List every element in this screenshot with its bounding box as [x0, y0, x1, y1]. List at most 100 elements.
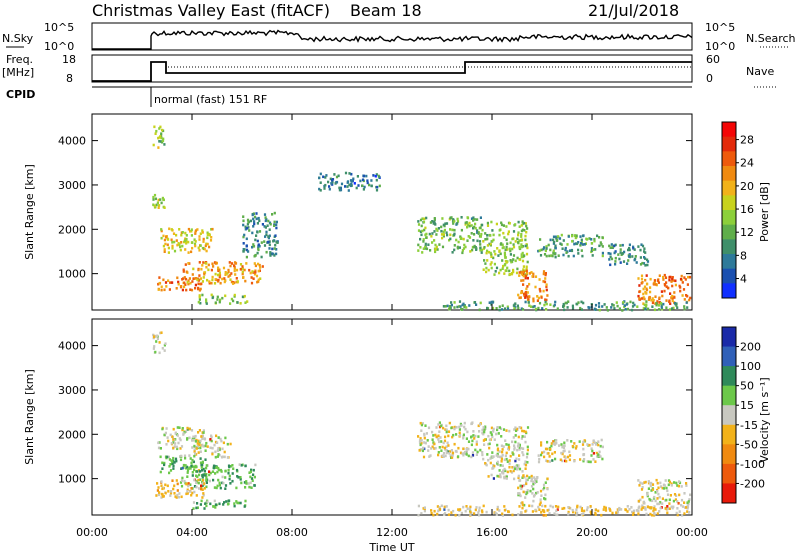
- data-cell: [508, 273, 511, 276]
- data-cell: [450, 449, 453, 452]
- data-cell: [442, 305, 445, 308]
- data-cell: [551, 452, 554, 456]
- velocity-ylabel: Slant Range [km]: [23, 369, 36, 465]
- data-cell: [558, 237, 562, 240]
- data-cell: [581, 443, 585, 446]
- data-cell: [453, 228, 456, 232]
- data-cell: [604, 506, 607, 510]
- data-cell: [214, 472, 217, 475]
- data-cell: [522, 429, 525, 433]
- data-cell: [205, 441, 208, 445]
- data-cell: [243, 233, 246, 237]
- data-cell: [498, 308, 501, 312]
- data-cell: [498, 509, 501, 512]
- nsearch-tick-high: 10^5: [705, 21, 735, 34]
- data-cell: [511, 237, 514, 241]
- y-tick-label: 3000: [58, 384, 86, 397]
- data-cell: [524, 463, 528, 467]
- data-cell: [158, 127, 161, 130]
- data-cell: [637, 245, 640, 248]
- data-cell: [217, 278, 220, 282]
- data-cell: [195, 470, 198, 473]
- data-cell: [590, 238, 593, 241]
- data-cell: [470, 455, 473, 459]
- data-cell: [214, 301, 217, 304]
- data-cell: [192, 507, 195, 510]
- data-cell: [520, 238, 524, 242]
- data-cell: [517, 474, 520, 478]
- data-cell: [587, 460, 590, 464]
- data-cell: [219, 486, 222, 490]
- data-cell: [179, 458, 183, 462]
- data-cell: [202, 492, 205, 495]
- data-cell: [543, 455, 546, 459]
- data-cell: [679, 286, 682, 289]
- data-cell: [217, 453, 220, 456]
- data-cell: [453, 425, 456, 429]
- data-cell: [171, 435, 174, 438]
- data-cell: [571, 240, 574, 243]
- data-cell: [172, 441, 175, 444]
- freq-label: Freq.: [6, 53, 33, 66]
- data-cell: [478, 513, 481, 517]
- data-cell: [161, 139, 165, 142]
- data-cell: [474, 226, 477, 230]
- data-cell: [157, 206, 160, 209]
- data-cell: [191, 280, 194, 283]
- data-cell: [160, 480, 163, 483]
- data-cell: [438, 430, 441, 433]
- data-cell: [457, 455, 460, 458]
- data-cell: [485, 510, 488, 514]
- data-cell: [451, 251, 454, 254]
- data-cell: [683, 276, 686, 279]
- data-cell: [248, 485, 251, 489]
- data-cell: [269, 222, 272, 226]
- data-cell: [447, 450, 450, 453]
- data-cell: [216, 441, 219, 444]
- data-cell: [223, 501, 226, 504]
- data-cell: [451, 228, 454, 232]
- data-cell: [524, 296, 527, 299]
- data-cell: [422, 247, 425, 250]
- data-cell: [267, 240, 270, 244]
- data-cell: [182, 463, 185, 467]
- data-cell: [661, 502, 664, 505]
- data-cell: [346, 185, 349, 188]
- data-cell: [548, 460, 551, 463]
- data-cell: [518, 492, 521, 495]
- data-cell: [517, 233, 520, 237]
- data-cell: [502, 264, 505, 268]
- data-cell: [509, 253, 512, 256]
- data-cell: [181, 428, 184, 432]
- y-tick-label: 4000: [58, 340, 86, 353]
- data-cell: [632, 301, 635, 305]
- data-cell: [527, 301, 530, 304]
- data-cell: [479, 235, 482, 238]
- data-cell: [214, 506, 217, 509]
- data-cell: [464, 509, 467, 513]
- data-cell: [192, 460, 195, 464]
- data-cell: [200, 499, 203, 503]
- data-cell: [530, 271, 533, 274]
- data-cell: [441, 245, 445, 249]
- nsky-tick-low: 10^0: [44, 40, 74, 53]
- data-cell: [469, 250, 472, 253]
- data-cell: [208, 245, 211, 249]
- data-cell: [486, 259, 489, 262]
- data-cell: [545, 245, 548, 248]
- data-cell: [589, 460, 592, 464]
- data-cell: [419, 437, 422, 440]
- data-cell: [489, 234, 492, 237]
- data-cell: [634, 255, 637, 258]
- data-cell: [582, 234, 585, 237]
- data-cell: [214, 278, 217, 281]
- data-cell: [456, 246, 459, 250]
- data-cell: [167, 246, 170, 250]
- data-cell: [649, 290, 652, 294]
- data-cell: [191, 439, 194, 442]
- data-cell: [195, 485, 198, 489]
- data-cell: [455, 426, 458, 429]
- data-cell: [204, 444, 207, 448]
- data-cell: [445, 449, 448, 452]
- data-cell: [483, 438, 487, 441]
